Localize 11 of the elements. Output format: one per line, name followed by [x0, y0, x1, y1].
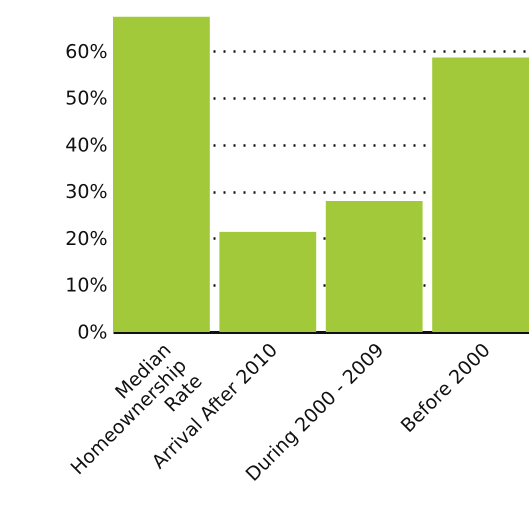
- y-tick-label: 40%: [65, 134, 108, 156]
- y-tick-label: 50%: [65, 88, 108, 110]
- y-tick-label: 30%: [65, 181, 108, 204]
- bar: [219, 232, 316, 332]
- y-tick-label: 20%: [65, 228, 108, 250]
- y-tick-label: 60%: [65, 40, 108, 63]
- y-tick-label: 0%: [77, 322, 108, 344]
- bar: [113, 16, 210, 332]
- bar: [432, 57, 529, 332]
- bar: [326, 201, 423, 332]
- y-tick-label: 10%: [65, 274, 108, 297]
